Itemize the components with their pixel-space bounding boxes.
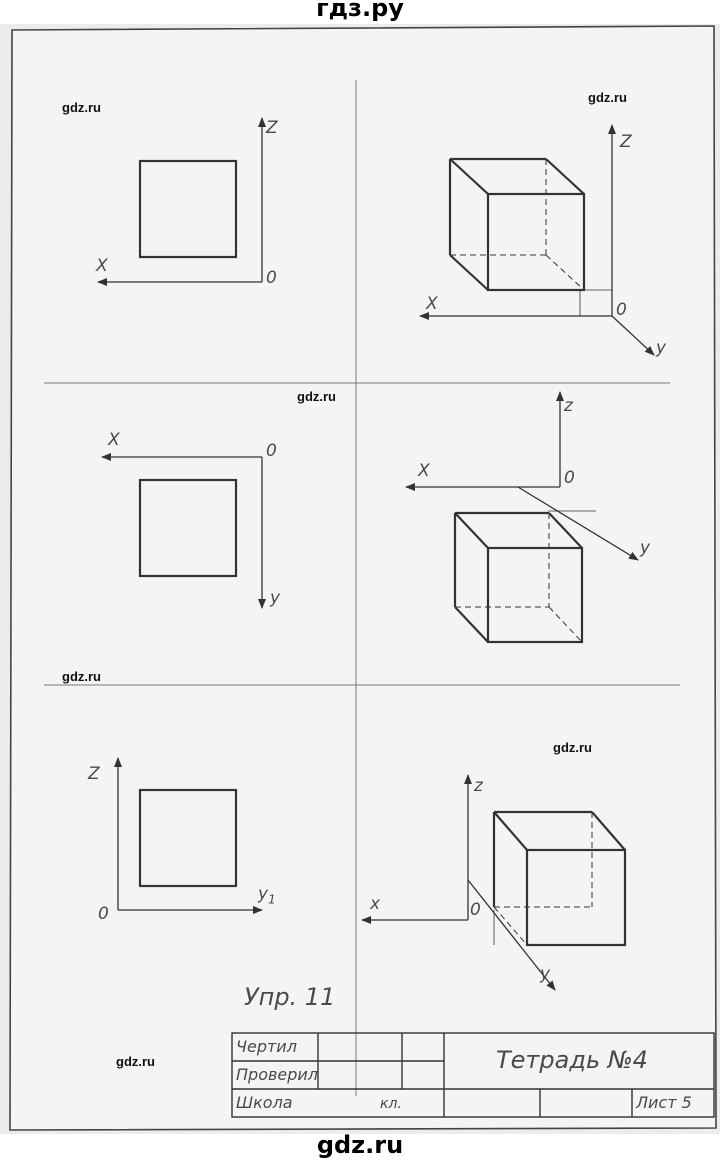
axis-y-label: y: [656, 338, 667, 358]
notebook-title: Тетрадь №4: [496, 1046, 648, 1074]
watermark: gdz.ru: [553, 740, 592, 755]
exercise-label: Упр. 11: [244, 983, 336, 1011]
axis-x-label: X: [108, 430, 120, 450]
origin-label: 0: [266, 441, 277, 461]
sheet-frame: [9, 25, 717, 1131]
axis-x-label: X: [96, 256, 108, 276]
axis-z-label: z: [474, 776, 483, 796]
top-view: [101, 453, 266, 609]
cube-2: [405, 391, 639, 644]
origin-label: 0: [564, 468, 575, 488]
axis-y-label: y: [540, 964, 551, 984]
site-footer: gdz.ru: [316, 1131, 404, 1159]
cube-3: [361, 774, 627, 991]
axis-x-label: X: [426, 294, 438, 314]
watermark: gdz.ru: [62, 100, 101, 115]
cube-1: [419, 124, 655, 356]
class-label: кл.: [380, 1096, 402, 1112]
origin-label: 0: [470, 900, 481, 920]
axis-z-label: Z: [266, 118, 278, 138]
axis-z-label: z: [564, 396, 573, 416]
watermark: gdz.ru: [297, 389, 336, 404]
site-header: гдз.ру: [316, 0, 404, 22]
checked-label: Проверил: [236, 1065, 319, 1084]
front-view: [97, 117, 266, 286]
axis-y-label: y: [640, 538, 651, 558]
drew-label: Чертил: [236, 1037, 297, 1056]
side-view: [114, 757, 263, 914]
axis-x-label: x: [370, 894, 381, 914]
origin-label: 0: [616, 300, 627, 320]
axis-z-label: Z: [620, 132, 632, 152]
axis-z-label: Z: [88, 764, 100, 784]
watermark: gdz.ru: [62, 669, 101, 684]
watermark: gdz.ru: [116, 1054, 155, 1069]
school-label: Школа: [236, 1093, 293, 1112]
axis-x-label: X: [418, 461, 430, 481]
axis-y-label: y: [270, 588, 281, 608]
origin-label: 0: [98, 904, 109, 924]
watermark: gdz.ru: [588, 90, 627, 105]
axis-y-label: y1: [258, 884, 276, 907]
sheet-label: Лист 5: [636, 1093, 692, 1112]
title-block: [231, 1032, 715, 1118]
origin-label: 0: [266, 268, 277, 288]
